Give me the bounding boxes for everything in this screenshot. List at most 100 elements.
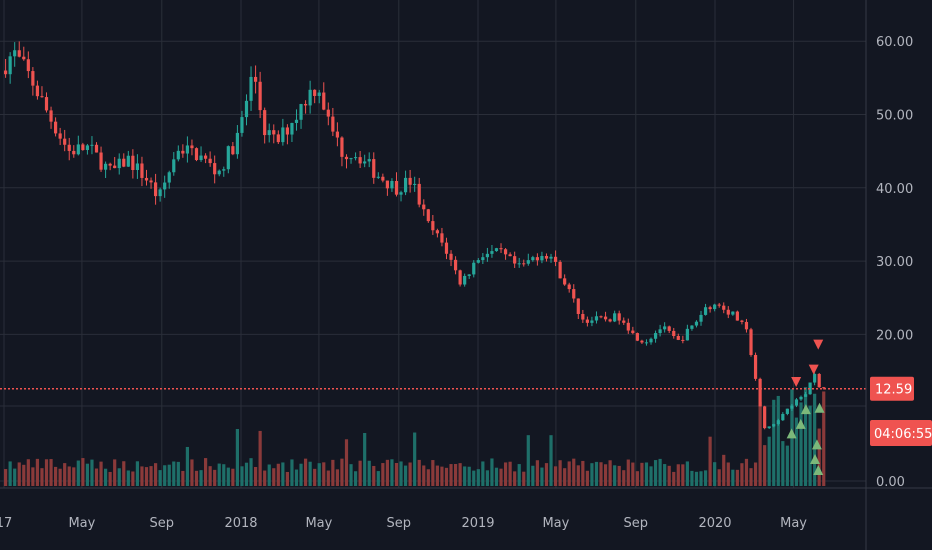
volume-bar — [272, 468, 276, 486]
volume-bar — [799, 402, 803, 486]
candle-body — [244, 100, 249, 118]
volume-bar — [808, 405, 812, 486]
candle-body — [581, 313, 585, 320]
candle-body — [81, 144, 85, 151]
volume-bar — [108, 471, 112, 486]
countdown-label: 04:06:55 — [874, 427, 932, 442]
candle-body — [590, 320, 594, 323]
y-tick-label: 50.00 — [876, 109, 913, 124]
candle-body — [194, 148, 199, 161]
volume-bar — [526, 435, 530, 486]
candle-body — [703, 307, 708, 315]
volume-bar — [408, 462, 412, 486]
volume-bar — [572, 458, 576, 486]
volume-bar — [667, 465, 671, 486]
volume-bar — [653, 460, 658, 486]
candle-body — [131, 155, 135, 171]
candle-body — [576, 298, 580, 314]
candle-body — [67, 144, 71, 151]
volume-bar — [390, 459, 394, 486]
volume-bar — [535, 460, 539, 486]
volume-bar — [585, 470, 589, 486]
volume-bar — [172, 461, 176, 486]
candle-body — [358, 157, 362, 164]
volume-bar — [622, 470, 626, 486]
volume-bar — [222, 464, 226, 486]
volume-bar — [813, 393, 817, 486]
volume-bar — [626, 459, 630, 486]
candle-body — [199, 155, 203, 161]
candle-body — [258, 81, 262, 111]
candle-body — [776, 420, 780, 425]
volume-bar — [17, 462, 21, 486]
candle-body — [503, 249, 508, 255]
volume-bar — [258, 430, 262, 486]
candle-body — [40, 96, 44, 98]
volume-bar — [313, 468, 317, 486]
candle-body — [231, 146, 235, 155]
candle-body — [326, 109, 330, 117]
volume-bar — [81, 458, 85, 486]
candle-body — [172, 159, 176, 173]
volume-bar — [708, 436, 712, 486]
candle-body — [544, 255, 549, 259]
volume-bar — [417, 459, 421, 486]
candle-body — [640, 340, 644, 343]
candle-body — [222, 169, 226, 171]
volume-bar — [772, 399, 776, 486]
volume-bar — [458, 463, 462, 486]
countdown-badge: 04:06:55 — [870, 420, 932, 446]
volume-bar — [558, 460, 562, 486]
candle-body — [117, 158, 121, 169]
volume-bar — [603, 464, 608, 486]
candle-body — [681, 339, 685, 341]
volume-bar — [244, 462, 249, 486]
candle-body — [790, 405, 794, 409]
candle-body — [403, 177, 408, 193]
volume-bar — [817, 428, 821, 486]
sell-marker — [813, 339, 824, 350]
candle-body — [235, 132, 240, 155]
volume-bar — [90, 459, 94, 486]
volume-bar — [644, 462, 649, 486]
volume-bar — [435, 465, 439, 486]
candle-body — [517, 263, 521, 265]
volume-bar — [449, 464, 453, 486]
candle-body — [108, 163, 112, 166]
candle-body — [599, 316, 603, 318]
candle-body — [213, 163, 217, 175]
candle-body — [617, 313, 621, 321]
candle-body — [399, 192, 403, 195]
candle-body — [708, 307, 712, 310]
volume-bar — [613, 465, 617, 486]
candle-body — [731, 311, 735, 315]
candle-body — [463, 275, 467, 285]
volume-bar — [681, 464, 685, 486]
candle-body — [122, 158, 126, 167]
candle-body — [508, 254, 512, 257]
candle-body — [822, 387, 826, 389]
candle-body — [103, 163, 108, 170]
volume-bar — [713, 462, 717, 486]
x-tick-label: May — [780, 516, 807, 531]
x-tick-label: May — [305, 516, 332, 531]
candle-body — [313, 89, 317, 96]
last-price-badge: 12.59 — [870, 376, 914, 401]
candle-body — [690, 325, 694, 329]
volume-bar — [544, 463, 549, 486]
candle-body — [217, 170, 221, 175]
volume-bar — [703, 470, 708, 486]
candle-body — [458, 270, 462, 285]
volume-bar — [44, 459, 49, 486]
volume-bar — [376, 471, 380, 486]
volume-bar — [144, 467, 149, 486]
volume-bar — [672, 471, 676, 486]
volume-bar — [267, 464, 271, 486]
volume-bar — [503, 462, 508, 486]
volume-bar — [640, 462, 644, 486]
volume-bar — [372, 465, 376, 486]
y-tick-label: 20.00 — [876, 328, 913, 343]
volume-bar — [563, 468, 567, 486]
